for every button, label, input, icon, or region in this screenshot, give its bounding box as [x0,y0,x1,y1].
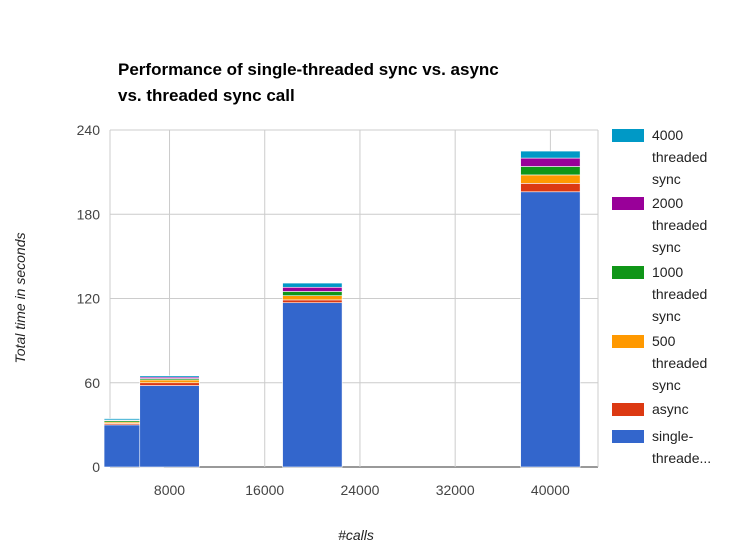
bar-segment [282,299,343,304]
legend-item: 4000 threaded sync [612,127,707,187]
legend-label: sync [652,377,681,393]
y-tick-label: 180 [77,206,101,222]
bar-segment [520,183,581,193]
legend-label: sync [652,308,681,324]
legend-swatch [612,403,644,416]
x-tick-label: 40000 [531,482,570,498]
bar-segment [139,375,200,378]
bar-segment [139,385,200,468]
bar-segment [520,157,581,167]
legend-item: 1000 threaded sync [612,264,707,324]
legend-swatch [612,266,644,279]
bar-segment [282,295,343,301]
legend-item: single-threade... [612,428,711,466]
bar-segment [282,291,343,296]
bar-segment [139,382,200,386]
y-tick-label: 60 [84,375,100,391]
legend-label: 500 [652,333,676,349]
legend-swatch [612,430,644,443]
x-tick-label: 16000 [245,482,284,498]
y-tick-label: 240 [77,122,101,138]
legend-label: threaded [652,286,707,302]
y-axis-title: Total time in seconds [12,233,28,364]
legend-label: 1000 [652,264,683,280]
bars [103,150,581,468]
legend-label: threaded [652,355,707,371]
legend-label: sync [652,239,681,255]
bar-segment [520,150,581,159]
axis-titles: #calls Total time in seconds [12,233,374,544]
x-tick-label: 32000 [436,482,475,498]
bar-segment [520,166,581,176]
x-axis-ticks: 8000 16000 24000 32000 40000 [154,482,570,498]
chart-title-line: Performance of single-threaded sync vs. … [118,60,499,79]
x-tick-label: 8000 [154,482,185,498]
chart-title: Performance of single-threaded sync vs. … [118,60,499,105]
legend: 4000 threaded sync 2000 threaded sync 1000 thre… [612,127,711,466]
bar-segment [520,191,581,468]
legend-label: threaded [652,217,707,233]
x-axis-title: #calls [338,527,374,543]
legend-item: async [612,401,689,417]
y-tick-label: 120 [77,291,101,307]
legend-swatch [612,197,644,210]
legend-item: 2000 threaded sync [612,195,707,255]
y-axis-ticks: 0 60 120 180 240 [77,122,101,475]
bar-segment [520,174,581,184]
legend-item: 500 threaded sync [612,333,707,393]
legend-swatch [612,129,644,142]
bar-segment [139,379,200,384]
chart-title-line: vs. threaded sync call [118,86,295,105]
legend-label: threade... [652,450,711,466]
y-tick-label: 0 [92,459,100,475]
legend-label: sync [652,171,681,187]
legend-label: threaded [652,149,707,165]
legend-label: async [652,401,689,417]
legend-label: 4000 [652,127,683,143]
legend-swatch [612,335,644,348]
legend-label: single- [652,428,694,444]
bar-segment [282,286,343,292]
legend-label: 2000 [652,195,683,211]
bar-segment [282,302,343,468]
x-tick-label: 24000 [340,482,379,498]
bar-segment [282,282,343,288]
